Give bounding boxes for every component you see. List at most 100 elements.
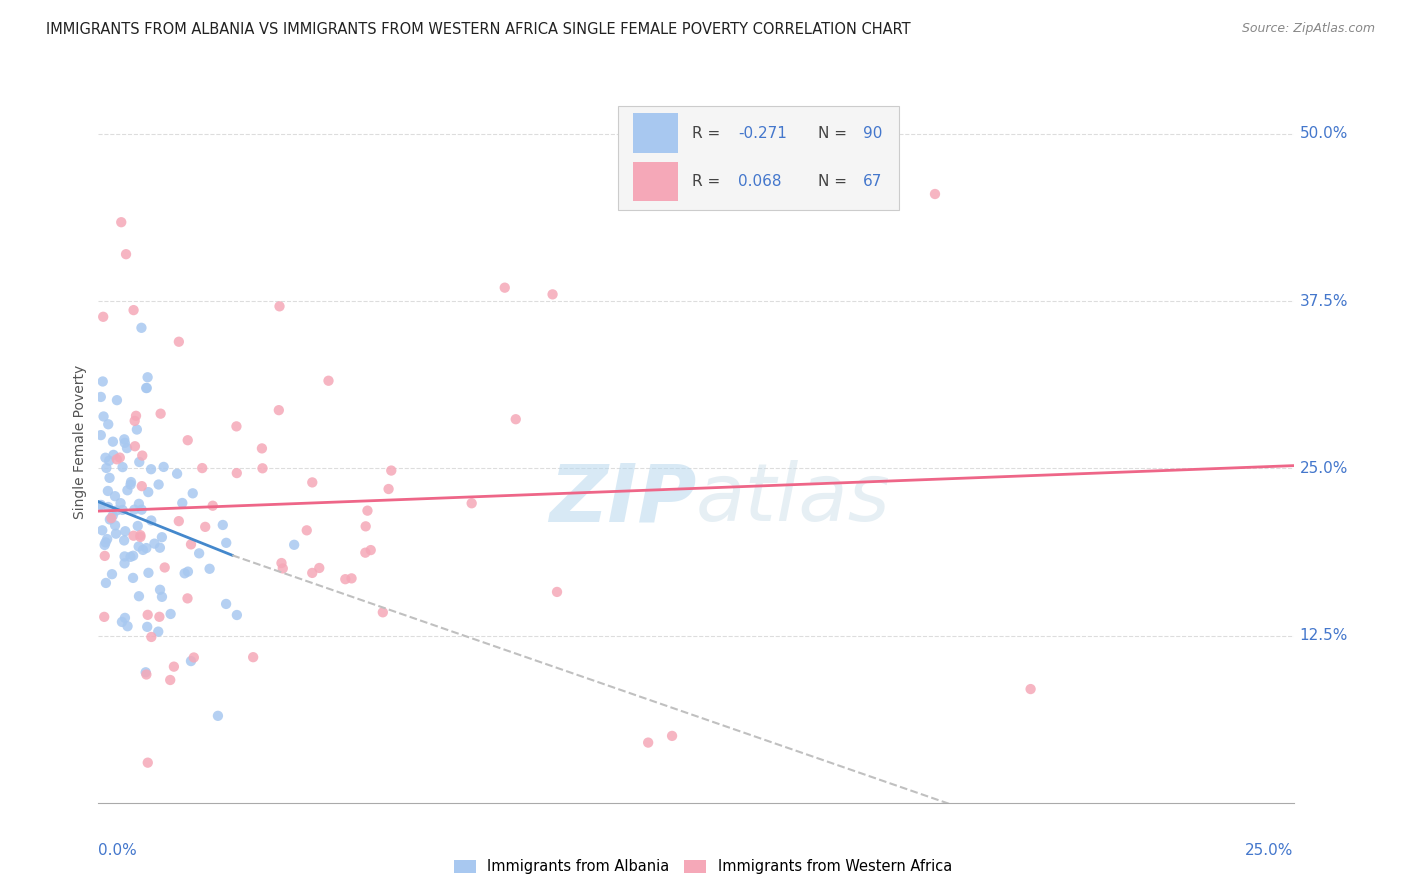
Point (141, 630, 163, 644)
Point (100, 511, 122, 525)
Point (91, 524, 114, 538)
Text: Source: ZipAtlas.com: Source: ZipAtlas.com (1241, 22, 1375, 36)
Point (94, 576, 117, 591)
Point (377, 482, 399, 496)
Point (122, 529, 145, 543)
Point (159, 607, 181, 621)
Point (1019, 681, 1042, 696)
Point (211, 518, 233, 533)
Point (91, 310, 114, 324)
Point (101, 434, 124, 449)
Point (93, 409, 115, 424)
Point (124, 502, 146, 516)
Point (115, 247, 138, 261)
Point (132, 542, 155, 557)
Point (90, 498, 112, 512)
Point (283, 538, 305, 552)
Point (183, 650, 205, 665)
Point (115, 441, 138, 455)
FancyBboxPatch shape (633, 161, 678, 202)
Point (546, 585, 568, 599)
Point (120, 475, 142, 489)
Point (128, 589, 150, 603)
Point (135, 381, 157, 395)
Point (90, 428, 112, 442)
Point (637, 735, 659, 749)
Point (360, 543, 382, 558)
Text: atlas: atlas (696, 460, 891, 539)
Point (128, 455, 150, 469)
Text: 37.5%: 37.5% (1299, 293, 1348, 309)
Point (125, 409, 148, 423)
Point (96, 532, 118, 546)
Point (124, 439, 146, 453)
Point (114, 435, 136, 450)
Point (460, 496, 482, 510)
Point (103, 448, 125, 462)
Point (371, 605, 394, 619)
Point (105, 393, 128, 408)
Point (661, 729, 683, 743)
Point (135, 667, 157, 681)
Point (153, 560, 176, 574)
Point (148, 477, 170, 491)
Point (114, 611, 136, 625)
Point (225, 466, 247, 480)
Point (98, 454, 121, 468)
Point (225, 607, 247, 622)
Text: 50.0%: 50.0% (1299, 127, 1348, 141)
Point (159, 673, 181, 687)
Point (225, 419, 247, 434)
Point (269, 299, 291, 313)
Point (135, 381, 157, 395)
Point (180, 537, 202, 551)
Point (271, 561, 294, 575)
Point (91, 375, 114, 389)
Point (201, 499, 224, 513)
Point (270, 556, 292, 570)
Point (122, 303, 145, 318)
Point (104, 518, 127, 533)
Point (149, 582, 172, 597)
Point (117, 619, 139, 633)
Point (167, 514, 190, 528)
Point (129, 530, 152, 544)
Point (135, 665, 157, 680)
Point (93, 610, 115, 624)
Point (242, 650, 264, 665)
Point (90, 390, 112, 404)
Point (163, 659, 186, 673)
Point (112, 533, 135, 548)
Point (356, 503, 378, 517)
Point (108, 450, 131, 465)
Text: -0.271: -0.271 (738, 126, 787, 141)
Point (301, 475, 323, 490)
Point (191, 461, 214, 475)
Point (94, 549, 117, 563)
Point (94, 450, 117, 465)
Point (122, 571, 145, 585)
Point (148, 624, 170, 639)
Point (150, 530, 173, 544)
Point (129, 528, 152, 542)
Point (149, 541, 172, 555)
Point (124, 414, 146, 428)
Point (98, 512, 121, 526)
Point (101, 567, 124, 582)
Point (295, 524, 318, 538)
Point (267, 403, 290, 417)
Text: 0.068: 0.068 (738, 174, 782, 189)
Point (207, 708, 229, 723)
Point (93, 538, 115, 552)
Point (97, 417, 120, 432)
Point (136, 370, 159, 384)
Text: R =: R = (692, 126, 725, 141)
Point (110, 215, 132, 229)
Point (114, 524, 136, 539)
Point (136, 756, 159, 770)
Text: 12.5%: 12.5% (1299, 628, 1348, 643)
Point (335, 572, 357, 586)
Point (194, 520, 217, 534)
FancyBboxPatch shape (633, 113, 678, 153)
Point (127, 519, 149, 533)
